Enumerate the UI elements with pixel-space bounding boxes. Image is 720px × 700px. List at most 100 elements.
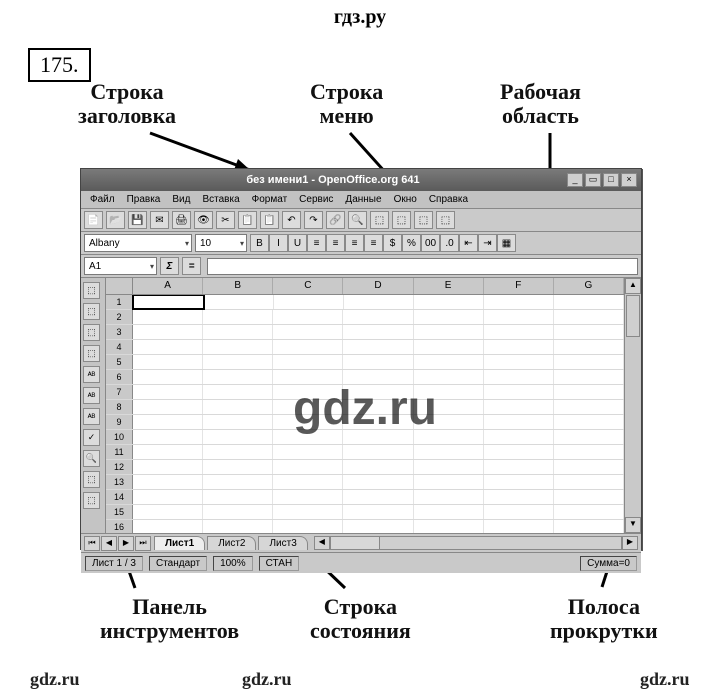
side-button-2[interactable]: ⬚ [83, 324, 100, 341]
row-header-4[interactable]: 4 [106, 340, 133, 354]
restore-button[interactable]: ▭ [585, 173, 601, 187]
table-row[interactable]: 6 [106, 370, 624, 385]
toolbar-button-0[interactable]: 📄 [84, 211, 103, 229]
toolbar-button-11[interactable]: 🔗 [326, 211, 345, 229]
menu-вид[interactable]: Вид [167, 193, 195, 206]
menu-файл[interactable]: Файл [85, 193, 120, 206]
scroll-down-button[interactable]: ▼ [625, 517, 641, 533]
format-button-5[interactable]: ≡ [345, 234, 364, 252]
formula-input[interactable] [207, 258, 638, 275]
format-button-12[interactable]: ⇥ [478, 234, 497, 252]
format-button-10[interactable]: .0 [440, 234, 459, 252]
format-button-11[interactable]: ⇤ [459, 234, 478, 252]
side-button-10[interactable]: ⬚ [83, 492, 100, 509]
row-header-6[interactable]: 6 [106, 370, 133, 384]
toolbar-button-16[interactable]: ⬚ [436, 211, 455, 229]
scroll-thumb-vertical[interactable] [626, 295, 640, 337]
menu-bar[interactable]: ФайлПравкаВидВставкаФорматСервисДанныеОк… [81, 191, 641, 209]
format-button-3[interactable]: ≡ [307, 234, 326, 252]
menu-формат[interactable]: Формат [247, 193, 293, 206]
menu-сервис[interactable]: Сервис [294, 193, 338, 206]
scroll-right-button[interactable]: ▶ [622, 536, 638, 550]
table-row[interactable]: 10 [106, 430, 624, 445]
column-header-A[interactable]: A [133, 278, 203, 294]
scroll-thumb-horizontal[interactable] [331, 537, 380, 549]
window-titlebar[interactable]: без имени1 - OpenOffice.org 641 _ ▭ □ × [81, 169, 641, 191]
menu-вставка[interactable]: Вставка [197, 193, 244, 206]
toolbar-button-3[interactable]: ✉ [150, 211, 169, 229]
toolbar-button-2[interactable]: 💾 [128, 211, 147, 229]
close-button[interactable]: × [621, 173, 637, 187]
toolbar-button-9[interactable]: ↶ [282, 211, 301, 229]
row-header-16[interactable]: 16 [106, 520, 133, 533]
format-button-4[interactable]: ≡ [326, 234, 345, 252]
format-button-0[interactable]: B [250, 234, 269, 252]
sheet-tab-3[interactable]: Лист3 [258, 536, 307, 550]
side-button-7[interactable]: ✓ [83, 429, 100, 446]
table-row[interactable]: 15 [106, 505, 624, 520]
sheet-tab-2[interactable]: Лист2 [207, 536, 256, 550]
grid-area[interactable]: 123456789101112131415161718gdz.ru [106, 295, 624, 533]
row-header-3[interactable]: 3 [106, 325, 133, 339]
side-button-6[interactable]: ᴬᴮ [83, 408, 100, 425]
side-button-1[interactable]: ⬚ [83, 303, 100, 320]
row-header-14[interactable]: 14 [106, 490, 133, 504]
row-header-1[interactable]: 1 [106, 295, 133, 309]
formula-bar[interactable]: A1 Σ = [81, 255, 641, 278]
format-button-1[interactable]: I [269, 234, 288, 252]
toolbar-button-15[interactable]: ⬚ [414, 211, 433, 229]
side-button-4[interactable]: ᴬᴮ [83, 366, 100, 383]
table-row[interactable]: 12 [106, 460, 624, 475]
table-row[interactable]: 2 [106, 310, 624, 325]
scroll-up-button[interactable]: ▲ [625, 278, 641, 294]
column-header-B[interactable]: B [203, 278, 273, 294]
column-header-E[interactable]: E [414, 278, 484, 294]
row-header-7[interactable]: 7 [106, 385, 133, 399]
column-header-F[interactable]: F [484, 278, 554, 294]
format-button-7[interactable]: $ [383, 234, 402, 252]
row-header-13[interactable]: 13 [106, 475, 133, 489]
row-header-10[interactable]: 10 [106, 430, 133, 444]
table-row[interactable]: 3 [106, 325, 624, 340]
horizontal-scrollbar[interactable]: ◀ ▶ [314, 536, 638, 550]
column-header-C[interactable]: C [273, 278, 343, 294]
row-header-9[interactable]: 9 [106, 415, 133, 429]
menu-справка[interactable]: Справка [424, 193, 473, 206]
column-header-G[interactable]: G [554, 278, 624, 294]
row-header-8[interactable]: 8 [106, 400, 133, 414]
format-button-9[interactable]: 00 [421, 234, 440, 252]
toolbar-button-7[interactable]: 📋 [238, 211, 257, 229]
side-button-8[interactable]: 🔍 [83, 450, 100, 467]
toolbar-button-13[interactable]: ⬚ [370, 211, 389, 229]
table-row[interactable]: 7 [106, 385, 624, 400]
table-row[interactable]: 9 [106, 415, 624, 430]
toolbar-button-10[interactable]: ↷ [304, 211, 323, 229]
formatting-toolbar[interactable]: Albany 10 BIU≡≡≡≡$%00.0⇤⇥▦ [81, 232, 641, 255]
equals-button[interactable]: = [182, 257, 201, 275]
tab-nav-prev[interactable]: ◀ [101, 536, 117, 551]
menu-окно[interactable]: Окно [389, 193, 422, 206]
row-header-11[interactable]: 11 [106, 445, 133, 459]
sheet-tab-1[interactable]: Лист1 [154, 536, 205, 550]
column-header-D[interactable]: D [343, 278, 413, 294]
standard-toolbar[interactable]: 📄📂💾✉🖨👁✂📋📋↶↷🔗🔍⬚⬚⬚⬚ [81, 209, 641, 232]
tab-nav-first[interactable]: ⏮ [84, 536, 100, 551]
table-row[interactable]: 13 [106, 475, 624, 490]
vertical-scrollbar[interactable]: ▲ ▼ [624, 278, 641, 533]
toolbar-button-14[interactable]: ⬚ [392, 211, 411, 229]
format-button-6[interactable]: ≡ [364, 234, 383, 252]
table-row[interactable]: 16 [106, 520, 624, 533]
toolbar-button-12[interactable]: 🔍 [348, 211, 367, 229]
format-button-8[interactable]: % [402, 234, 421, 252]
side-toolbar[interactable]: ⬚⬚⬚⬚ᴬᴮᴬᴮᴬᴮ✓🔍⬚⬚ [81, 278, 106, 533]
table-row[interactable]: 4 [106, 340, 624, 355]
toolbar-button-6[interactable]: ✂ [216, 211, 235, 229]
row-header-2[interactable]: 2 [106, 310, 133, 324]
side-button-3[interactable]: ⬚ [83, 345, 100, 362]
scroll-left-button[interactable]: ◀ [314, 536, 330, 550]
tab-nav-next[interactable]: ▶ [118, 536, 134, 551]
side-button-0[interactable]: ⬚ [83, 282, 100, 299]
row-header-12[interactable]: 12 [106, 460, 133, 474]
minimize-button[interactable]: _ [567, 173, 583, 187]
side-button-9[interactable]: ⬚ [83, 471, 100, 488]
